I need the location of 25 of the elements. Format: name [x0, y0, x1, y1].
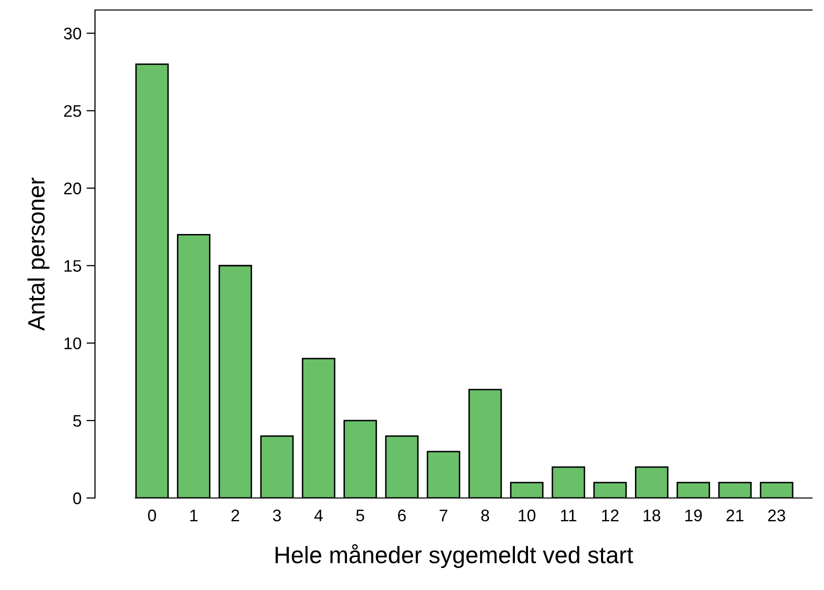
y-tick-label: 20 [64, 182, 82, 194]
x-tick-label: 21 [726, 510, 744, 522]
x-tick-label: 8 [481, 510, 490, 522]
x-tick-label: 19 [685, 510, 702, 522]
y-tick-label: 5 [73, 415, 82, 427]
y-tick-label: 15 [64, 260, 82, 272]
x-tick-label: 3 [272, 510, 281, 522]
y-tick-label: 25 [64, 105, 82, 117]
x-tick-label: 1 [190, 510, 198, 522]
x-tick-label: 10 [518, 510, 536, 522]
x-tick-label: 5 [356, 510, 364, 522]
x-tick-label: 6 [398, 510, 406, 522]
x-tick-label: 18 [644, 510, 660, 522]
x-tick-label: 23 [768, 510, 786, 522]
y-tick-label: 30 [64, 28, 82, 40]
y-tick-label: 0 [73, 492, 82, 504]
x-tick-label: 7 [440, 510, 448, 522]
y-axis-title: Antal personer [27, 178, 50, 331]
x-tick-label: 4 [314, 510, 323, 522]
x-tick-label: 2 [232, 510, 240, 522]
y-tick-label: 10 [64, 337, 82, 350]
x-tick-label: 0 [148, 510, 156, 522]
x-tick-label: 12 [602, 510, 618, 522]
x-axis-title: Hele måneder sygemeldt ved start [276, 544, 634, 568]
x-tick-label: 11 [561, 510, 576, 522]
